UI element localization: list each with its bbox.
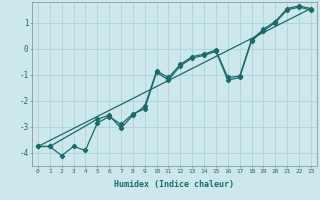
X-axis label: Humidex (Indice chaleur): Humidex (Indice chaleur): [115, 180, 234, 189]
